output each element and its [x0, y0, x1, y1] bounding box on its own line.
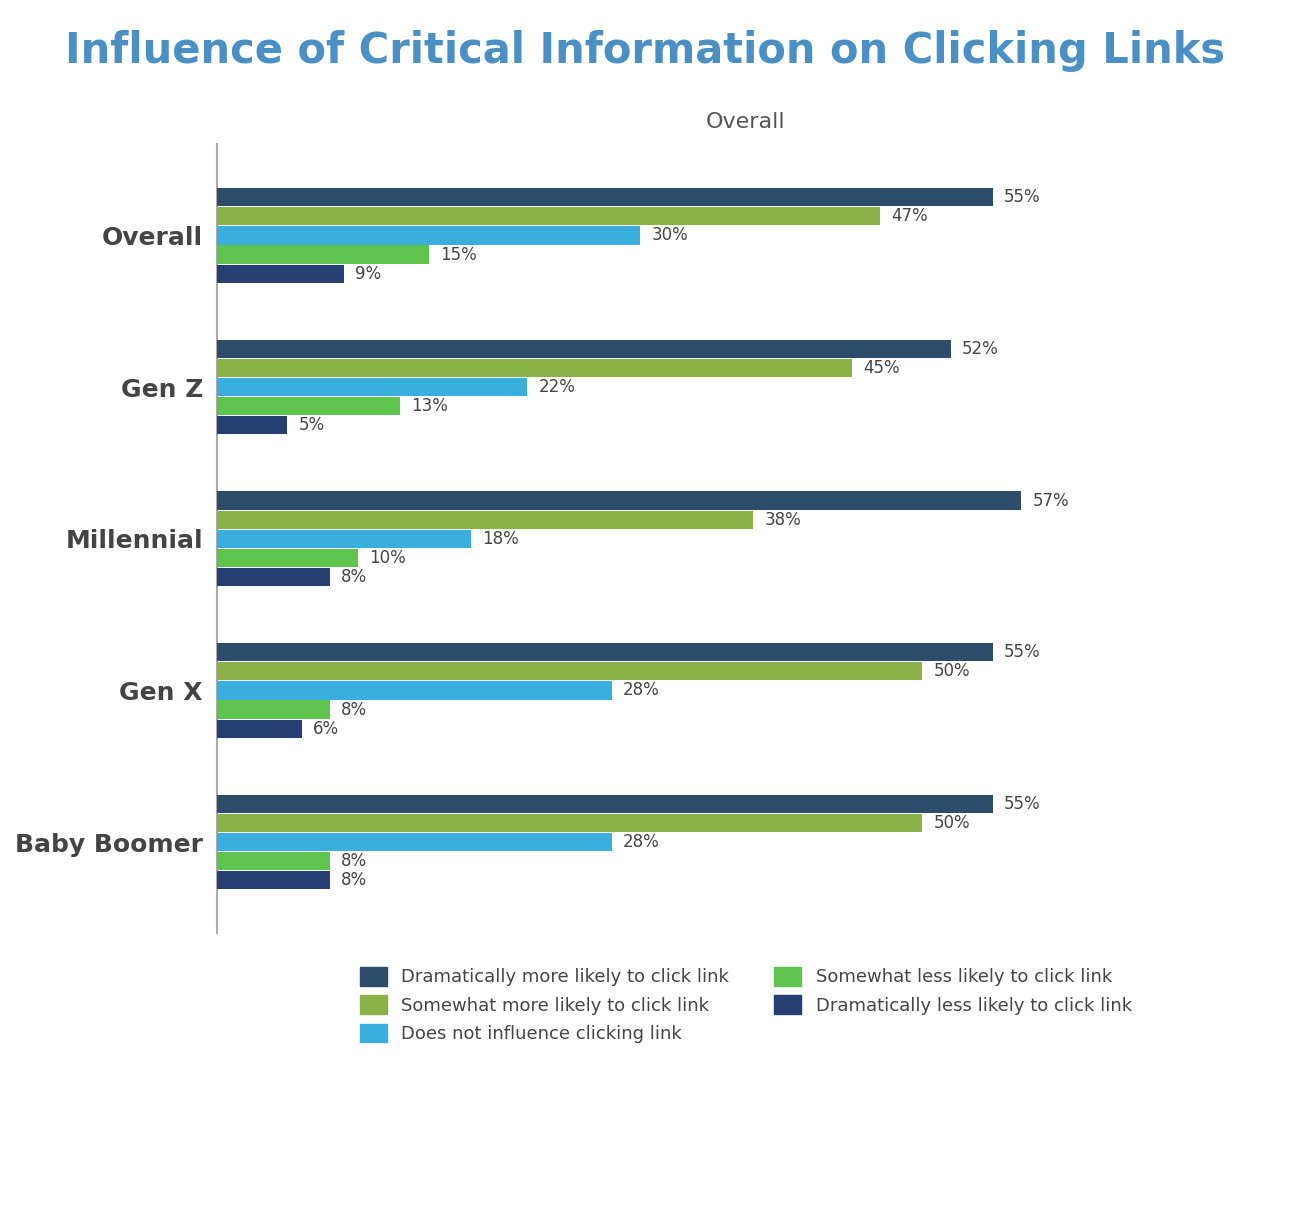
Text: 55%: 55%: [1004, 796, 1041, 812]
Text: 5%: 5%: [299, 416, 325, 434]
Text: 13%: 13%: [412, 398, 449, 415]
Text: 10%: 10%: [369, 549, 406, 567]
Bar: [217, 510, 753, 528]
Bar: [217, 245, 428, 264]
Legend: Dramatically more likely to click link, Somewhat more likely to click link, Does: Dramatically more likely to click link, …: [352, 960, 1139, 1051]
Text: 8%: 8%: [341, 872, 368, 890]
Bar: [217, 491, 1022, 510]
Text: 15%: 15%: [440, 245, 476, 264]
Text: 38%: 38%: [764, 510, 801, 528]
Bar: [217, 794, 993, 812]
Bar: [217, 700, 330, 718]
Bar: [217, 568, 330, 586]
Bar: [217, 852, 330, 870]
Bar: [217, 359, 851, 377]
Text: 28%: 28%: [623, 833, 660, 851]
Bar: [217, 872, 330, 890]
Text: 18%: 18%: [482, 530, 519, 548]
Bar: [217, 416, 288, 434]
Text: 6%: 6%: [312, 719, 339, 737]
Text: 55%: 55%: [1004, 189, 1041, 207]
Bar: [217, 207, 880, 225]
Bar: [217, 833, 611, 851]
Bar: [217, 378, 528, 397]
Bar: [217, 663, 922, 681]
Text: 52%: 52%: [962, 340, 998, 358]
Text: 30%: 30%: [651, 226, 688, 244]
Text: 22%: 22%: [538, 378, 575, 397]
Bar: [217, 530, 471, 548]
Text: 47%: 47%: [891, 207, 928, 225]
Bar: [217, 814, 922, 832]
Text: 8%: 8%: [341, 700, 368, 718]
Bar: [217, 682, 611, 700]
Bar: [217, 226, 640, 244]
Text: 28%: 28%: [623, 682, 660, 700]
Bar: [217, 397, 400, 416]
Bar: [217, 189, 993, 207]
Text: Influence of Critical Information on Clicking Links: Influence of Critical Information on Cli…: [64, 30, 1225, 73]
Text: 50%: 50%: [934, 663, 970, 681]
Bar: [217, 549, 357, 567]
Text: 9%: 9%: [355, 265, 382, 283]
Text: 45%: 45%: [863, 359, 899, 377]
Bar: [217, 265, 344, 283]
Text: 57%: 57%: [1032, 492, 1069, 509]
Text: 8%: 8%: [341, 852, 368, 870]
Bar: [217, 719, 302, 737]
Bar: [217, 340, 951, 358]
Bar: [217, 643, 993, 661]
Title: Overall: Overall: [706, 111, 786, 132]
Text: 50%: 50%: [934, 814, 970, 832]
Text: 55%: 55%: [1004, 643, 1041, 661]
Text: 8%: 8%: [341, 568, 368, 586]
